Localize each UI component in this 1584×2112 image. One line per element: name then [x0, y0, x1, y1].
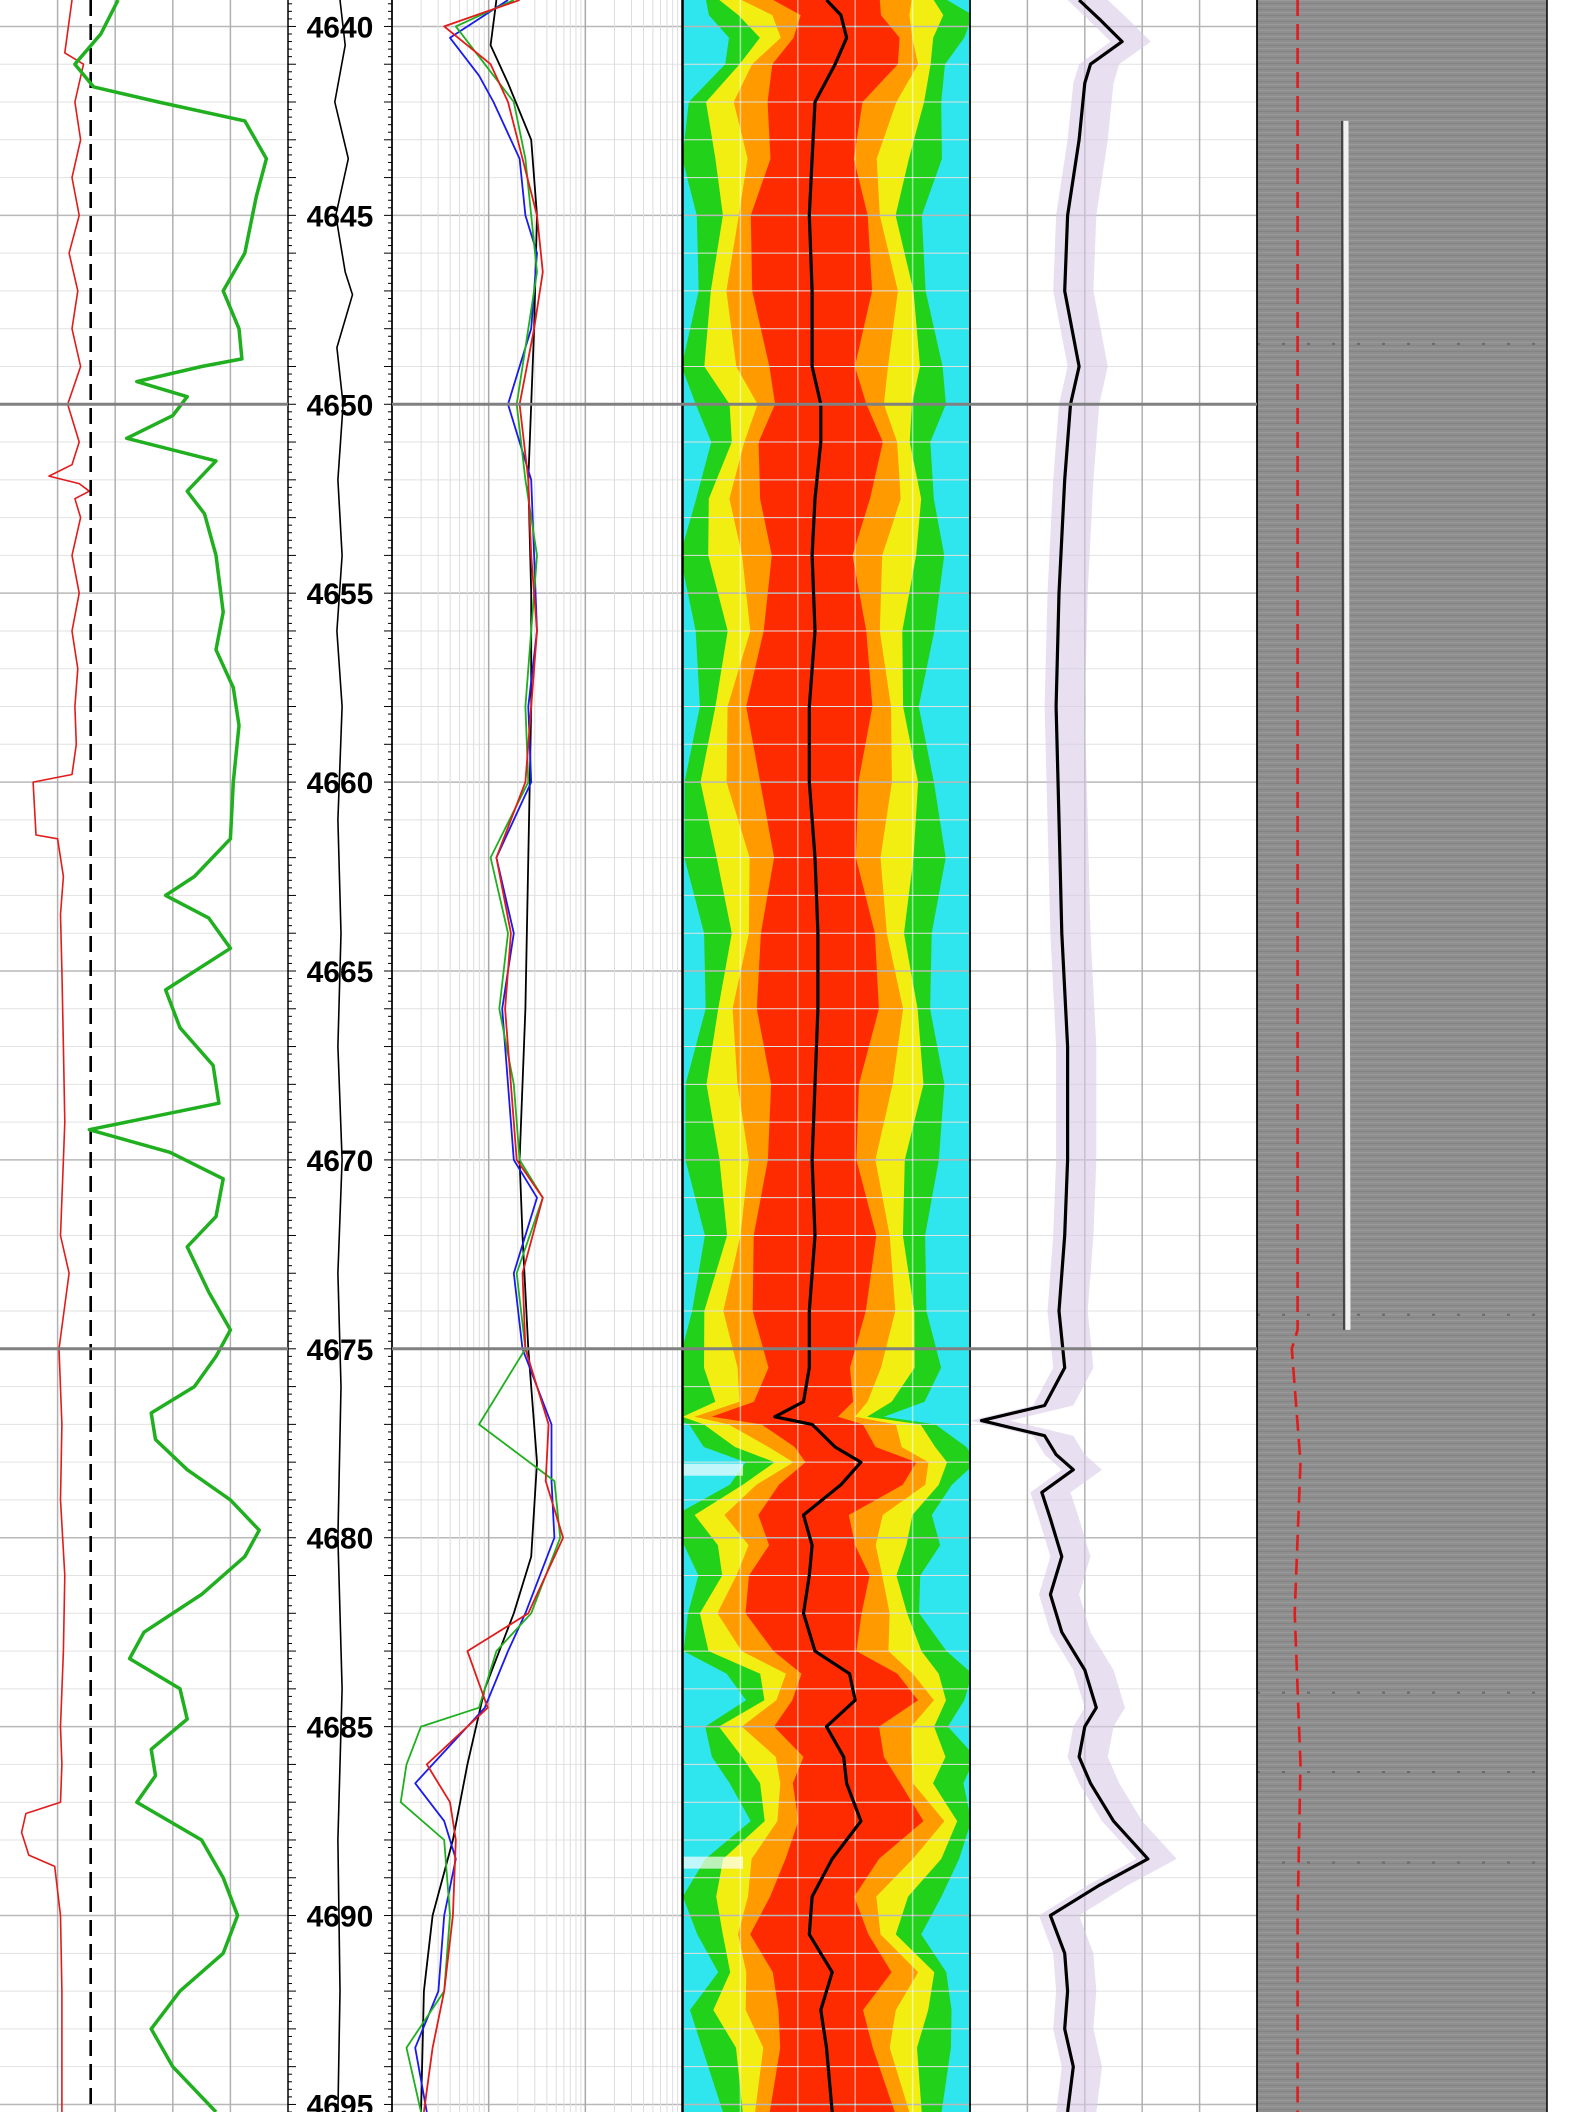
- heatmap-light-streak: [683, 1463, 743, 1476]
- depth-tick-label: 4675: [307, 1334, 374, 1367]
- track-3-curves: [399, 0, 564, 2112]
- depth-track: 4640 4645 4650 4655 4660 4665 4670 4675 4680 4685…: [288, 0, 392, 2112]
- track-4-grid: [683, 0, 970, 2112]
- log-curve: [73, 0, 269, 2112]
- track-1-curves: [20, 0, 269, 2112]
- track-1: [0, 0, 288, 2112]
- image-log-background: [1257, 0, 1547, 2112]
- track-6-image: [1257, 0, 1547, 2112]
- track-borders: [287, 0, 1548, 2112]
- depth-ticks: [288, 3, 392, 2112]
- track-4-curves: [773, 0, 863, 2112]
- depth-tick-label: 4650: [307, 389, 374, 422]
- depth-tick-label: 4645: [307, 200, 374, 233]
- log-curve: [773, 0, 863, 2112]
- image-log-features: [1257, 120, 1547, 1864]
- depth-labels: 4640 4645 4650 4655 4660 4665 4670 4675 4680 4685…: [307, 11, 374, 2112]
- log-curve: [979, 0, 1150, 2112]
- track-5-curves: [979, 0, 1150, 2112]
- depth-tick-label: 4670: [307, 1145, 374, 1178]
- track-2-curves: [333, 0, 354, 2112]
- highlight-lines: [0, 402, 1257, 1351]
- log-curve: [399, 0, 562, 2112]
- log-curve: [420, 0, 538, 2112]
- image-log-feature: [1341, 120, 1345, 1330]
- heatmap-light-streak: [683, 1856, 743, 1869]
- heatmap-bands: [683, 0, 970, 2112]
- track-1-grid: [0, 0, 288, 2112]
- track-6-curves: [1290, 0, 1302, 2112]
- track-3: [392, 0, 682, 2112]
- depth-tick-label: 4690: [307, 1901, 374, 1934]
- image-log-feature: [1343, 120, 1351, 1330]
- depth-tick-label: 4665: [307, 956, 374, 989]
- track-5-grid: [970, 0, 1257, 2112]
- depth-tick-label: 4685: [307, 1712, 374, 1745]
- depth-tick-label: 4695: [307, 2089, 374, 2112]
- log-curve: [20, 0, 91, 2112]
- track-4-heatmap: [683, 0, 970, 2112]
- track-5-spread-fill: [970, 0, 1177, 2112]
- log-curve: [423, 0, 564, 2112]
- log-curve: [1290, 0, 1302, 2112]
- depth-tick-label: 4680: [307, 1523, 374, 1556]
- log-curve: [333, 0, 354, 2112]
- track-5-spread: [970, 0, 1177, 2112]
- depth-tick-label: 4655: [307, 578, 374, 611]
- depth-tick-label: 4640: [307, 11, 374, 44]
- track-5: [970, 0, 1257, 2112]
- track-3-grid: [392, 0, 682, 2112]
- depth-tick-label: 4660: [307, 767, 374, 800]
